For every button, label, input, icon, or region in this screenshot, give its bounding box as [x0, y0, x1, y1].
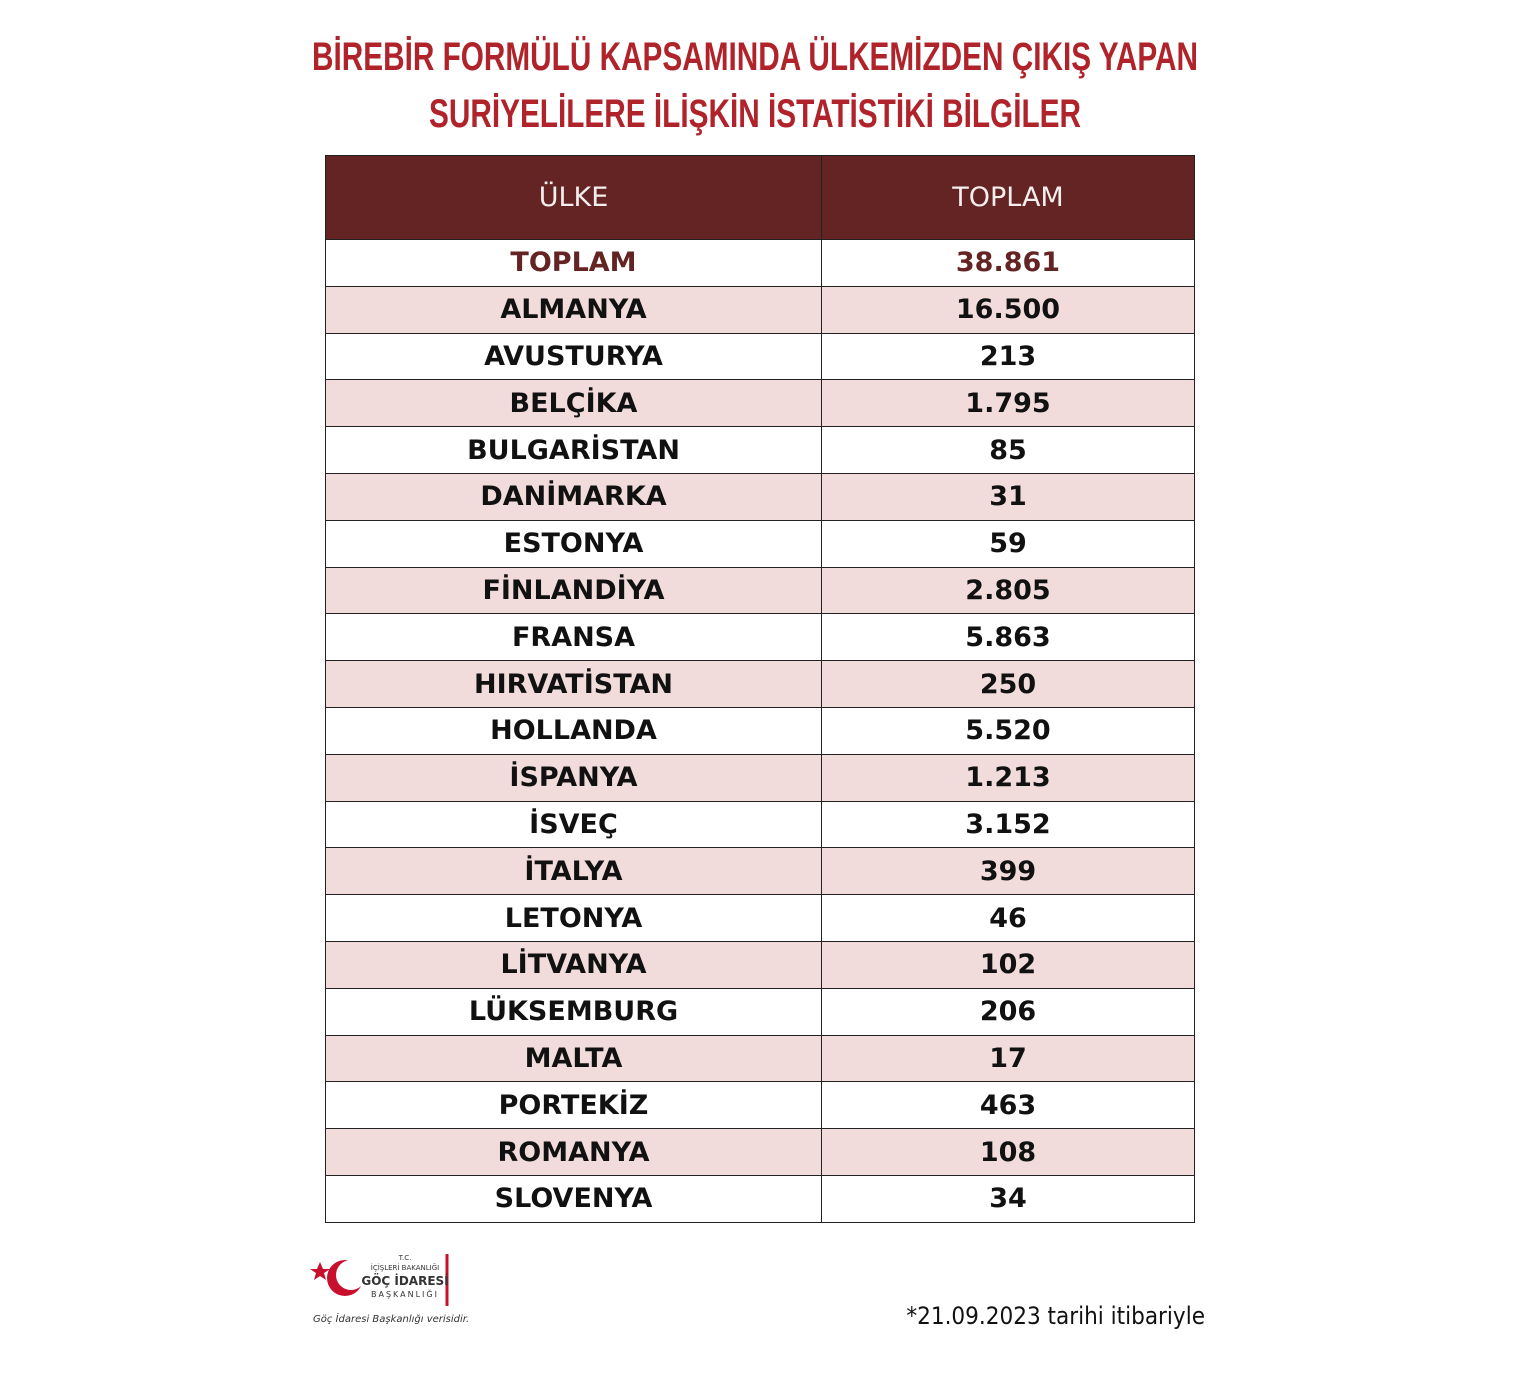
total-cell: 250 [821, 660, 1195, 708]
table-row: SLOVENYA 34 [325, 1174, 1195, 1223]
logo-caption: Göç İdaresi Başkanlığı verisidir. [313, 1312, 469, 1325]
table-row: BULGARİSTAN 85 [325, 426, 1195, 474]
country-cell: AVUSTURYA [325, 332, 822, 381]
country-cell: İTALYA [325, 847, 822, 896]
total-cell: 46 [821, 894, 1195, 942]
country-cell: LÜKSEMBURG [325, 987, 822, 1036]
country-cell: İSPANYA [325, 753, 822, 802]
column-header: TOPLAM [821, 155, 1195, 240]
total-cell: 16.500 [821, 285, 1195, 334]
total-cell: 85 [821, 426, 1195, 474]
country-cell: HIRVATİSTAN [325, 660, 822, 708]
total-cell: 5.863 [821, 613, 1195, 662]
table-row: FRANSA 5.863 [325, 613, 1195, 662]
country-cell: ESTONYA [325, 519, 822, 568]
country-cell: BELÇİKA [325, 379, 822, 428]
country-cell: MALTA [325, 1034, 822, 1083]
title-line: SURİYELİLERE İLİŞKİN İSTATİSTİKİ BİLGİLE… [429, 92, 1081, 136]
total-cell: 399 [821, 847, 1195, 896]
total-cell: 1.795 [821, 379, 1195, 428]
country-cell: DANİMARKA [325, 472, 822, 521]
table-row: LETONYA 46 [325, 894, 1195, 942]
country-cell: BULGARİSTAN [325, 426, 822, 474]
logo: T.C. İÇİŞLERİ BAKANLIĞI GÖÇ İDARESİ BAŞK… [310, 1254, 469, 1325]
country-cell: PORTEKİZ [325, 1081, 822, 1130]
table-row: İTALYA 399 [325, 847, 1195, 896]
total-cell: 2.805 [821, 566, 1195, 615]
table-row: BELÇİKA 1.795 [325, 379, 1195, 428]
total-cell: 38.861 [821, 239, 1195, 287]
total-cell: 3.152 [821, 800, 1195, 849]
country-cell: ALMANYA [325, 285, 822, 334]
country-cell: İSVEÇ [325, 800, 822, 849]
title: BİREBİR FORMÜLÜ KAPSAMINDA ÜLKEMİZDEN ÇI… [312, 34, 1198, 136]
total-cell: 213 [821, 332, 1195, 381]
total-cell: 17 [821, 1034, 1195, 1083]
country-cell: LETONYA [325, 894, 822, 942]
total-cell: 206 [821, 987, 1195, 1036]
column-header: ÜLKE [325, 155, 822, 240]
total-cell: 5.520 [821, 706, 1195, 755]
total-cell: 102 [821, 940, 1195, 989]
country-cell: FİNLANDİYA [325, 566, 822, 615]
total-cell: 108 [821, 1128, 1195, 1176]
title-line: BİREBİR FORMÜLÜ KAPSAMINDA ÜLKEMİZDEN ÇI… [312, 34, 1198, 79]
table-row: DANİMARKA 31 [325, 472, 1195, 521]
table-row: AVUSTURYA 213 [325, 332, 1195, 381]
table-row: LÜKSEMBURG 206 [325, 987, 1195, 1036]
table-row: LİTVANYA 102 [325, 940, 1195, 989]
table-row: ROMANYA 108 [325, 1128, 1195, 1176]
stats-table: ÜLKE TOPLAM TOPLAM 38.861 ALMANYA 16.500 AVU… [325, 155, 1195, 1223]
total-cell: 59 [821, 519, 1195, 568]
total-cell: 1.213 [821, 753, 1195, 802]
country-cell: LİTVANYA [325, 940, 822, 989]
footnote: *21.09.2023 tarihi itibariyle [906, 1302, 1205, 1330]
logo-text: GÖÇ İDARESİ [361, 1273, 448, 1288]
table-row: TOPLAM 38.861 [325, 239, 1195, 287]
table-row: PORTEKİZ 463 [325, 1081, 1195, 1130]
table-row: İSPANYA 1.213 [325, 753, 1195, 802]
logo-text: BAŞKANLIĞI [371, 1288, 439, 1299]
total-cell: 34 [821, 1174, 1195, 1223]
country-cell: HOLLANDA [325, 706, 822, 755]
table-row: ESTONYA 59 [325, 519, 1195, 568]
country-cell: SLOVENYA [325, 1174, 822, 1223]
table-row: ALMANYA 16.500 [325, 285, 1195, 334]
total-cell: 463 [821, 1081, 1195, 1130]
table-row: İSVEÇ 3.152 [325, 800, 1195, 849]
country-cell: FRANSA [325, 613, 822, 662]
total-cell: 31 [821, 472, 1195, 521]
country-cell: ROMANYA [325, 1128, 822, 1176]
table-row: HIRVATİSTAN 250 [325, 660, 1195, 708]
table-row: MALTA 17 [325, 1034, 1195, 1083]
logo-text: T.C. [398, 1254, 412, 1262]
logo-text: İÇİŞLERİ BAKANLIĞI [371, 1263, 439, 1272]
country-cell: TOPLAM [325, 239, 822, 287]
table-row: FİNLANDİYA 2.805 [325, 566, 1195, 615]
table-row: HOLLANDA 5.520 [325, 706, 1195, 755]
